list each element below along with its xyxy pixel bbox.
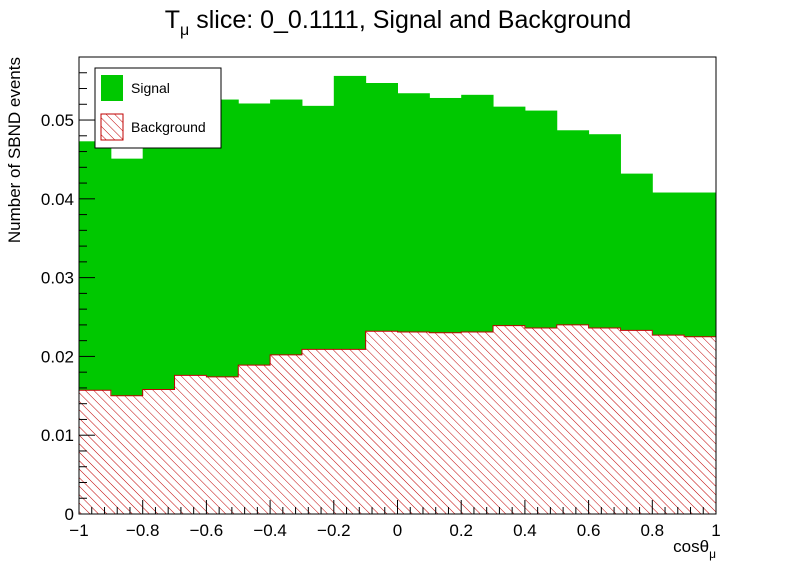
background-bar: [524, 328, 558, 514]
x-tick-label: −0.4: [253, 521, 287, 540]
background-bar: [79, 390, 112, 514]
background-bar: [429, 332, 462, 514]
background-bar: [238, 365, 271, 514]
background-bar: [365, 331, 398, 514]
legend-signal-swatch: [101, 75, 123, 101]
background-bars: [78, 324, 717, 514]
background-bar: [142, 389, 176, 514]
legend-background-label: Background: [131, 119, 206, 135]
chart-title: Tμ slice: 0_0.1111, Signal and Backgroun…: [165, 6, 631, 39]
x-tick-label: −0.2: [317, 521, 351, 540]
x-tick-label: 0.4: [513, 521, 537, 540]
background-bar: [110, 395, 144, 514]
y-tick-label: 0.02: [41, 347, 74, 366]
y-tick-label: 0.05: [41, 111, 74, 130]
background-bar: [206, 376, 239, 514]
x-tick-label: 0.8: [640, 521, 664, 540]
y-ticks: 0 0.01 0.02 0.03 0.04 0.05: [41, 56, 95, 524]
background-bar: [588, 328, 621, 514]
background-bar: [174, 375, 207, 514]
background-bar: [493, 325, 526, 514]
x-tick-label: −0.8: [126, 521, 160, 540]
background-bar: [556, 324, 590, 514]
x-tick-label: 1: [711, 521, 720, 540]
y-tick-label: 0.04: [41, 190, 74, 209]
legend-background-swatch: [100, 113, 124, 141]
background-bar: [461, 331, 494, 514]
background-bar: [301, 349, 335, 514]
y-tick-label: 0: [65, 505, 74, 524]
x-tick-label: 0: [393, 521, 402, 540]
background-bar: [652, 335, 685, 514]
x-tick-label: 0.2: [449, 521, 473, 540]
y-tick-label: 0.01: [41, 426, 74, 445]
background-bar: [684, 336, 717, 514]
y-axis-label: Number of SBND events: [5, 57, 24, 243]
background-outline: [78, 324, 717, 514]
x-tick-label: −0.6: [190, 521, 224, 540]
legend: Signal Background: [94, 67, 222, 149]
background-bar: [270, 354, 303, 514]
x-axis-label: cosθμ: [673, 537, 716, 561]
legend-signal-label: Signal: [131, 80, 170, 96]
background-bar: [620, 330, 653, 514]
x-ticks: −1 −0.8 −0.6 −0.4 −0.2 0 0.2 0.4 0.6 0.8 1: [69, 500, 721, 540]
x-tick-label: 0.6: [577, 521, 601, 540]
y-tick-label: 0.03: [41, 269, 74, 288]
background-bar: [333, 349, 367, 514]
background-bar: [397, 331, 430, 514]
x-tick-label: −1: [69, 521, 88, 540]
